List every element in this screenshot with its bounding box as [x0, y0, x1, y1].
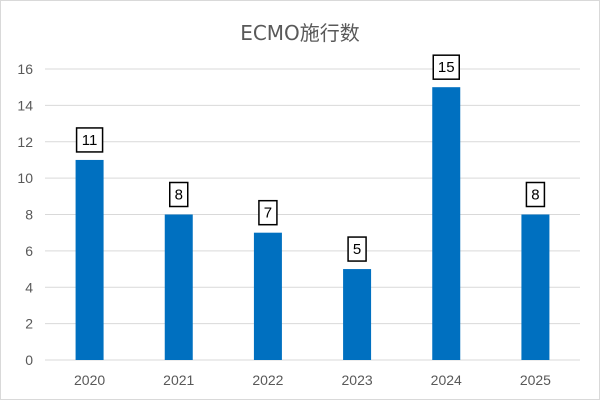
y-tick-label: 0: [25, 352, 33, 368]
bar-2023: [343, 269, 372, 360]
data-label-2025: 8: [525, 181, 546, 208]
x-axis-ticks: 2020 2021 2022 2023 2024 2025: [74, 372, 551, 388]
data-label-value: 5: [353, 241, 361, 258]
data-label-box: [525, 181, 546, 208]
bar-2021: [164, 214, 193, 360]
data-label-2024: 15: [432, 54, 460, 80]
bar-2024: [432, 87, 461, 360]
x-tick-label: 2021: [163, 372, 194, 388]
data-label-box: [432, 54, 460, 80]
bars: [75, 87, 550, 360]
x-tick-label: 2022: [252, 372, 283, 388]
x-tick-label: 2023: [342, 372, 373, 388]
data-label-box: [169, 181, 189, 208]
y-tick-label: 2: [25, 316, 33, 332]
y-tick-label: 10: [17, 170, 33, 186]
y-tick-label: 8: [25, 207, 33, 223]
y-tick-label: 12: [17, 134, 33, 150]
bar-2025: [521, 214, 550, 360]
y-tick-label: 4: [25, 279, 33, 295]
data-label-2022: 7: [258, 199, 278, 226]
bar-2022: [253, 232, 282, 360]
data-labels: 11 8 7 5 15 8: [75, 54, 546, 262]
data-label-2020: 11: [75, 127, 104, 153]
y-tick-label: 6: [25, 243, 33, 259]
data-label-box: [75, 127, 104, 153]
y-tick-label: 14: [17, 97, 33, 113]
data-label-value: 8: [531, 187, 539, 204]
data-label-2021: 8: [169, 181, 189, 208]
data-label-value: 15: [438, 59, 455, 76]
data-label-value: 7: [264, 205, 272, 222]
x-tick-label: 2020: [74, 372, 105, 388]
data-label-value: 11: [82, 132, 98, 149]
gridlines: [45, 68, 580, 361]
bar-2020: [75, 159, 104, 360]
data-label-box: [347, 236, 367, 262]
data-label-box: [258, 199, 278, 226]
x-tick-label: 2025: [520, 372, 551, 388]
y-tick-label: 16: [17, 61, 33, 77]
data-label-2023: 5: [347, 236, 367, 262]
chart-title: ECMO施行数: [240, 21, 360, 45]
data-label-value: 8: [175, 187, 183, 204]
y-axis-ticks: 0 2 4 6 8 10 12 14 16: [17, 61, 33, 368]
x-tick-label: 2024: [431, 372, 462, 388]
